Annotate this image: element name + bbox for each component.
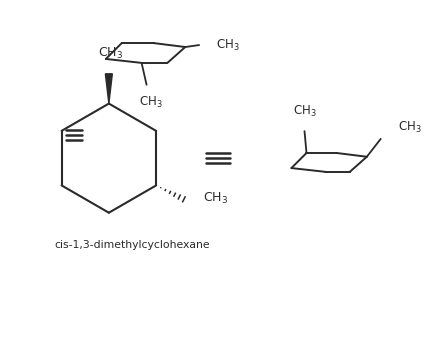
Text: CH$_3$: CH$_3$ <box>98 46 123 61</box>
Text: cis-1,3-dimethylcyclohexane: cis-1,3-dimethylcyclohexane <box>54 240 210 251</box>
Text: CH$_3$: CH$_3$ <box>397 120 420 135</box>
Polygon shape <box>105 74 112 103</box>
Text: CH$_3$: CH$_3$ <box>292 104 316 119</box>
Text: CH$_3$: CH$_3$ <box>202 191 227 206</box>
Text: CH$_3$: CH$_3$ <box>216 37 239 53</box>
Text: CH$_3$: CH$_3$ <box>138 95 162 110</box>
